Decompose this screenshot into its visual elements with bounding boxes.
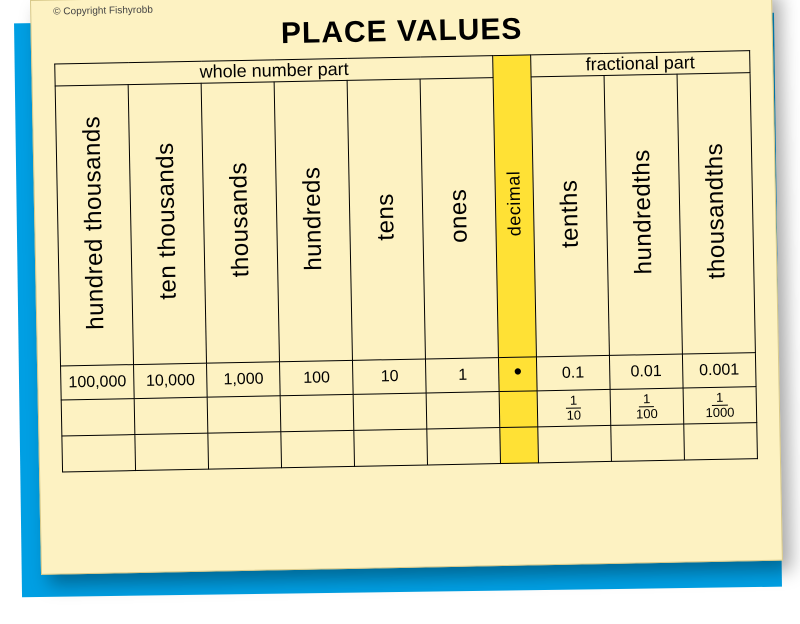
col-header-thousandths: thousandths: [677, 73, 755, 354]
empty-cell: [281, 430, 355, 467]
col-header-ones: ones: [420, 78, 498, 359]
col-header-thousands: thousands: [201, 82, 279, 363]
col-header-decimal: decimal: [493, 55, 536, 358]
value-tenths: 0.1: [536, 355, 610, 390]
empty-cell: [684, 423, 758, 460]
empty-cell: [135, 433, 209, 470]
worksheet-sheet: © Copyright Fishyrobb PLACE VALUES whole…: [30, 0, 783, 575]
empty-cell-decimal: [500, 427, 538, 464]
empty-cell: [134, 397, 208, 434]
empty-cell: [353, 393, 427, 430]
empty-cell: [427, 428, 501, 465]
col-header-ten-thousands: ten thousands: [128, 83, 206, 364]
value-ten-thousands: 10,000: [134, 363, 208, 398]
col-header-tens: tens: [347, 79, 425, 360]
empty-cell: [62, 435, 136, 472]
value-thousands: 1,000: [207, 362, 281, 397]
decimal-label: decimal: [503, 171, 525, 237]
col-header-hundred-thousands: hundred thousands: [55, 85, 133, 366]
empty-cell: [207, 396, 281, 433]
value-thousandths: 0.001: [682, 353, 756, 388]
col-header-hundreds: hundreds: [274, 80, 352, 361]
empty-cell: [280, 394, 354, 431]
value-hundred-thousands: 100,000: [61, 365, 135, 400]
empty-cell-decimal: [500, 391, 538, 428]
value-hundredths: 0.01: [609, 354, 683, 389]
value-hundreds: 100: [280, 360, 354, 395]
fraction-tenths: 110: [537, 389, 611, 426]
empty-cell: [611, 424, 685, 461]
empty-cell: [538, 425, 612, 462]
empty-cell: [61, 399, 135, 436]
column-labels-row: hundred thousands ten thousands thousand…: [55, 73, 755, 366]
value-tens: 10: [353, 359, 427, 394]
col-header-hundredths: hundredths: [604, 74, 682, 355]
empty-cell: [208, 432, 282, 469]
fraction-hundredths: 1100: [610, 388, 684, 425]
empty-cell: [354, 429, 428, 466]
empty-cell: [427, 392, 501, 429]
fraction-thousandths: 11000: [683, 387, 757, 424]
value-ones: 1: [426, 358, 500, 393]
place-value-table: whole number part decimal fractional par…: [54, 50, 758, 472]
value-decimal-point: •: [499, 357, 537, 392]
col-header-tenths: tenths: [531, 75, 609, 356]
